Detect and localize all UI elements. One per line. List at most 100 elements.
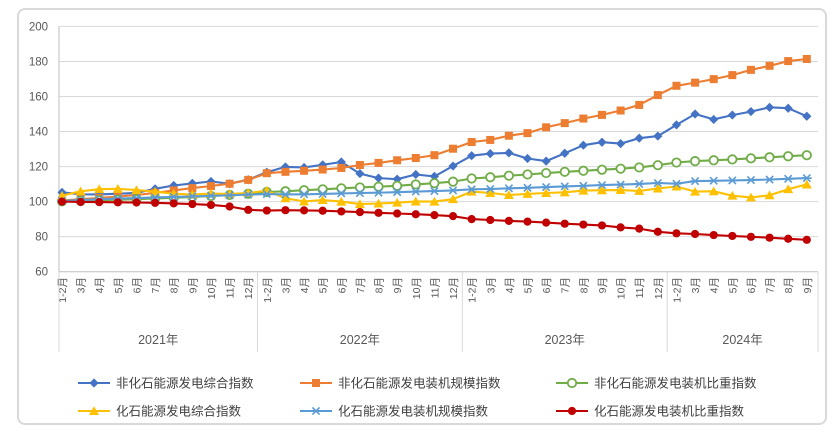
data-point-marker — [801, 150, 812, 161]
data-point-marker — [728, 71, 737, 80]
data-point-marker — [635, 224, 644, 233]
x-month-label: 5月 — [318, 277, 330, 293]
y-tick-label: 60 — [35, 267, 48, 279]
x-month-label: 7月 — [150, 277, 162, 293]
data-point-marker — [671, 157, 682, 168]
data-point-marker — [429, 196, 440, 206]
data-point-marker — [652, 160, 663, 171]
data-point-marker — [448, 186, 459, 195]
data-point-marker — [727, 176, 738, 185]
data-point-marker — [522, 183, 533, 192]
data-point-marker — [764, 175, 775, 184]
data-point-marker — [486, 135, 495, 144]
data-point-marker — [783, 151, 794, 162]
data-point-marker — [503, 184, 514, 193]
data-point-marker — [745, 192, 756, 202]
data-point-marker — [523, 217, 532, 226]
data-point-marker — [374, 158, 383, 167]
data-point-marker — [765, 61, 774, 70]
data-point-marker — [504, 131, 513, 140]
x-month-label: 11月 — [225, 277, 237, 298]
x-month-label: 6月 — [336, 277, 348, 293]
data-point-marker — [764, 152, 775, 163]
data-point-marker — [691, 78, 700, 87]
data-point-marker — [337, 207, 346, 216]
data-point-marker — [94, 184, 105, 194]
data-point-marker — [559, 166, 570, 177]
data-point-marker — [89, 406, 99, 415]
x-month-label: 3月 — [690, 277, 702, 293]
data-point-marker — [485, 184, 496, 194]
data-point-marker — [485, 172, 496, 183]
data-point-marker — [653, 91, 662, 100]
data-point-marker — [708, 186, 719, 196]
data-point-marker — [411, 169, 421, 180]
data-point-marker — [485, 188, 496, 198]
legend-label: 非化石能源发电装机规模指数 — [338, 376, 501, 391]
data-point-marker — [578, 165, 589, 176]
data-point-marker — [150, 186, 161, 196]
data-point-marker — [448, 212, 458, 221]
data-point-marker — [169, 199, 178, 208]
data-point-marker — [299, 196, 310, 206]
data-point-marker — [392, 197, 403, 207]
data-point-marker — [689, 156, 701, 167]
data-point-marker — [616, 139, 626, 149]
data-point-marker — [354, 188, 365, 198]
data-point-marker — [566, 377, 578, 389]
data-point-marker — [802, 235, 811, 244]
data-point-marker — [281, 206, 290, 215]
y-tick-label: 80 — [35, 232, 48, 244]
data-point-marker — [709, 230, 718, 240]
data-point-marker — [243, 190, 254, 199]
x-month-label: 4月 — [299, 277, 311, 293]
year-label: 2021年 — [138, 333, 178, 347]
data-point-marker — [615, 185, 626, 195]
x-month-label: 4月 — [504, 277, 516, 293]
data-point-marker — [75, 186, 86, 196]
data-point-marker — [336, 196, 347, 206]
x-month-label: 8月 — [578, 277, 590, 293]
data-point-marker — [430, 211, 439, 220]
data-point-marker — [802, 54, 811, 63]
data-point-marker — [503, 190, 514, 199]
data-point-marker — [615, 163, 626, 174]
y-tick-label: 180 — [29, 56, 48, 68]
data-point-marker — [392, 187, 403, 197]
data-point-marker — [764, 190, 775, 200]
data-point-marker — [355, 168, 365, 179]
data-point-marker — [784, 57, 793, 66]
data-point-marker — [541, 167, 552, 179]
data-point-marker — [504, 216, 513, 225]
data-point-marker — [542, 123, 551, 132]
data-point-marker — [690, 176, 701, 186]
data-point-marker — [522, 169, 533, 180]
data-point-marker — [132, 198, 141, 207]
data-point-marker — [745, 175, 756, 185]
y-tick-label: 120 — [29, 162, 48, 174]
data-point-marker — [429, 171, 439, 181]
data-point-marker — [244, 175, 253, 184]
data-point-marker — [225, 202, 234, 211]
data-point-marker — [652, 183, 663, 193]
data-point-marker — [764, 102, 775, 112]
x-month-label: 8月 — [374, 277, 386, 293]
data-point-marker — [354, 182, 366, 193]
data-point-marker — [467, 138, 476, 147]
data-point-marker — [411, 210, 420, 219]
legend-label: 化石能源发电装机比重指数 — [594, 404, 745, 419]
x-month-label: 7月 — [560, 277, 572, 293]
x-month-label: 4月 — [709, 277, 721, 293]
data-point-marker — [801, 179, 812, 189]
x-month-label: 12月 — [243, 277, 255, 299]
year-label: 2022年 — [340, 333, 380, 347]
data-point-marker — [429, 178, 440, 189]
data-point-marker — [672, 81, 681, 90]
data-point-marker — [467, 151, 477, 161]
data-point-marker — [168, 188, 179, 198]
x-month-label: 8月 — [169, 277, 181, 293]
x-month-label: 11月 — [634, 277, 646, 298]
data-point-marker — [615, 180, 626, 189]
